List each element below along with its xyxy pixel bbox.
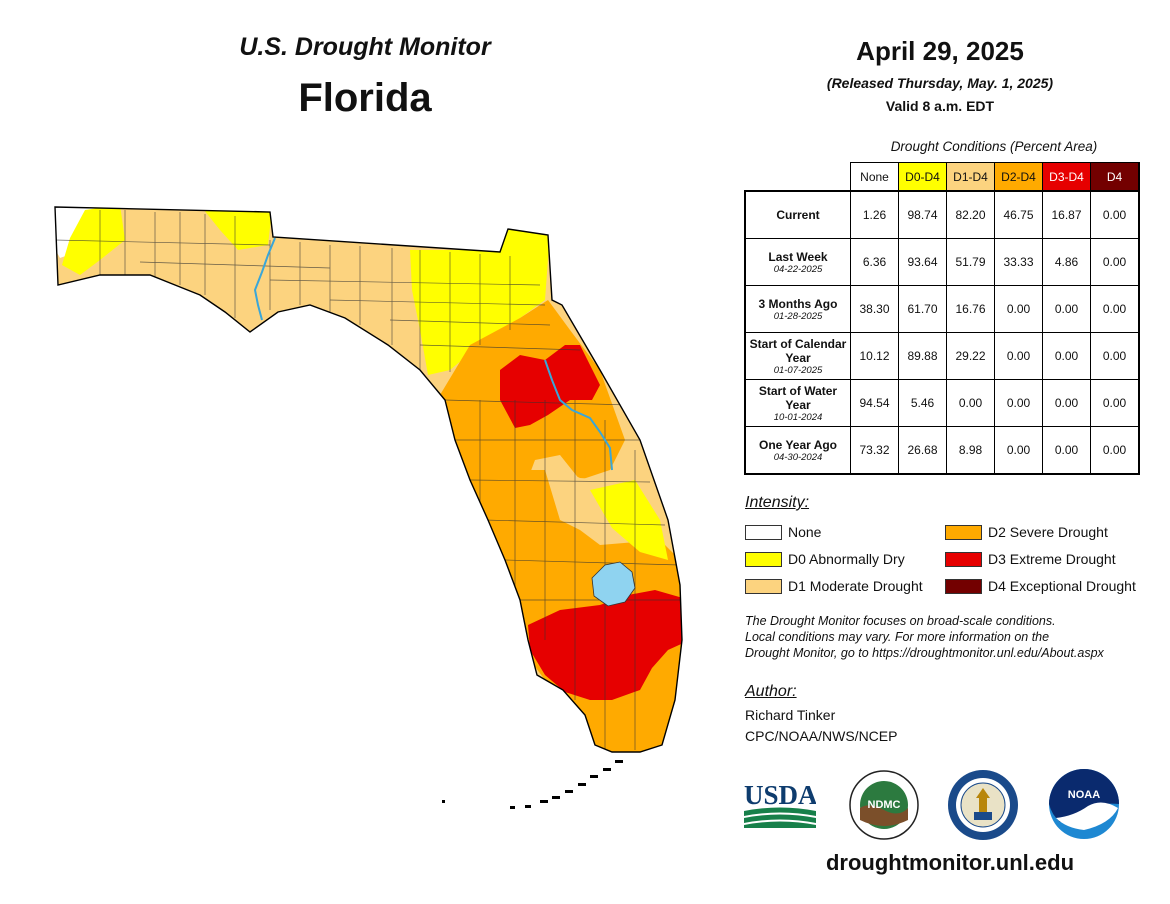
col-header-d0-d4: D0-D4	[898, 162, 947, 192]
table-cell: 4.86	[1042, 238, 1091, 286]
col-header-d1-d4: D1-D4	[946, 162, 995, 192]
drought-conditions-table: None D0-D4 D1-D4 D2-D4 D3-D4 D4 Current …	[744, 162, 1140, 475]
table-row: One Year Ago 04-30-2024 73.32 26.68 8.98 …	[744, 426, 1140, 475]
legend-swatch	[945, 551, 982, 567]
ndmc-logo: NDMC	[849, 770, 919, 840]
map-region-d1-central	[545, 462, 612, 528]
table-cell: 46.75	[994, 190, 1043, 239]
table-row: 3 Months Ago 01-28-2025 38.30 61.70 16.76…	[744, 285, 1140, 333]
table-cell: 1.26	[850, 190, 899, 239]
map-date: April 29, 2025	[856, 36, 1024, 66]
table-cell: 10.12	[850, 332, 899, 380]
table-cell: 93.64	[898, 238, 947, 286]
table-cell: 82.20	[946, 190, 995, 239]
disclaimer-note: The Drought Monitor focuses on broad-sca…	[745, 614, 1104, 660]
apalachicola-river	[253, 237, 276, 321]
table-cell: 16.76	[946, 285, 995, 333]
col-header-d3-d4: D3-D4	[1042, 162, 1091, 192]
st-johns-river	[544, 359, 613, 471]
author-org: CPC/NOAA/NWS/NCEP	[745, 728, 898, 744]
col-header-none: None	[850, 162, 899, 192]
row-label: One Year Ago 04-30-2024	[744, 426, 851, 475]
legend-item-none: None	[745, 524, 821, 540]
map-title: U.S. Drought Monitor	[239, 33, 491, 61]
noaa-logo: NOAA	[1049, 769, 1119, 839]
table-cell: 0.00	[1042, 426, 1091, 475]
table-cell: 0.00	[994, 285, 1043, 333]
table-cell: 98.74	[898, 190, 947, 239]
map-region-d0-west	[62, 207, 125, 275]
doc-seal-icon	[948, 770, 1018, 840]
table-cell: 6.36	[850, 238, 899, 286]
svg-text:NOAA: NOAA	[1068, 789, 1100, 801]
legend-swatch	[945, 524, 982, 540]
table-row: Current 1.26 98.74 82.20 46.75 16.87 0.0…	[744, 190, 1140, 239]
table-cell: 5.46	[898, 379, 947, 427]
table-cell: 61.70	[898, 285, 947, 333]
table-cell: 0.00	[946, 379, 995, 427]
table-cell: 38.30	[850, 285, 899, 333]
table-cell: 0.00	[1042, 379, 1091, 427]
table-corner	[745, 162, 851, 192]
table-cell: 0.00	[994, 379, 1043, 427]
row-label: Start of Water Year 10-01-2024	[744, 379, 851, 427]
table-cell: 0.00	[1090, 190, 1140, 239]
table-cell: 33.33	[994, 238, 1043, 286]
row-label: Last Week 04-22-2025	[744, 238, 851, 286]
florida-keys	[442, 760, 623, 809]
legend-item-d3: D3 Extreme Drought	[945, 551, 1116, 567]
state-outline	[54, 206, 683, 753]
state-title: Florida	[298, 76, 432, 120]
table-cell: 0.00	[1090, 332, 1140, 380]
svg-text:NDMC: NDMC	[868, 799, 901, 811]
author-title: Author:	[745, 683, 797, 700]
legend-swatch	[745, 578, 782, 594]
table-cell: 0.00	[1090, 238, 1140, 286]
map-region-d3-north	[500, 345, 600, 428]
row-label: Start of Calendar Year 01-07-2025	[744, 332, 851, 380]
table-cell: 0.00	[1090, 379, 1140, 427]
col-header-d4: D4	[1090, 162, 1140, 192]
map-region-d3-south	[528, 590, 682, 700]
table-cell: 8.98	[946, 426, 995, 475]
table-caption: Drought Conditions (Percent Area)	[890, 139, 1098, 154]
legend-swatch	[945, 578, 982, 594]
table-cell: 0.00	[1090, 285, 1140, 333]
table-cell: 26.68	[898, 426, 947, 475]
table-cell: 0.00	[994, 332, 1043, 380]
table-cell: 0.00	[1090, 426, 1140, 475]
table-cell: 73.32	[850, 426, 899, 475]
table-cell: 0.00	[994, 426, 1043, 475]
row-label: Current	[744, 190, 851, 239]
table-cell: 0.00	[1042, 285, 1091, 333]
map-region-d0-panhandle	[200, 207, 272, 250]
table-cell: 0.00	[1042, 332, 1091, 380]
usda-logo: USDA	[744, 780, 816, 828]
florida-drought-map	[54, 206, 683, 809]
table-cell: 51.79	[946, 238, 995, 286]
col-header-d2-d4: D2-D4	[994, 162, 1043, 192]
table-cell: 29.22	[946, 332, 995, 380]
legend-item-d2: D2 Severe Drought	[945, 524, 1108, 540]
legend-item-d0: D0 Abnormally Dry	[745, 551, 905, 567]
legend-item-d1: D1 Moderate Drought	[745, 578, 923, 594]
release-date: (Released Thursday, May. 1, 2025)	[826, 75, 1054, 91]
valid-time: Valid 8 a.m. EDT	[885, 98, 995, 114]
legend-swatch	[745, 551, 782, 567]
legend-swatch	[745, 524, 782, 540]
table-cell: 16.87	[1042, 190, 1091, 239]
row-label: 3 Months Ago 01-28-2025	[744, 285, 851, 333]
legend-title: Intensity:	[745, 494, 810, 511]
table-row: Last Week 04-22-2025 6.36 93.64 51.79 33.…	[744, 238, 1140, 286]
table-cell: 94.54	[850, 379, 899, 427]
legend-item-d4: D4 Exceptional Drought	[945, 578, 1136, 594]
website-url[interactable]: droughtmonitor.unl.edu	[825, 850, 1075, 875]
lake-okeechobee	[591, 561, 636, 607]
table-cell: 89.88	[898, 332, 947, 380]
map-region-d0-east	[590, 480, 668, 560]
table-row: Start of Calendar Year 01-07-2025 10.12 8…	[744, 332, 1140, 380]
author-name: Richard Tinker	[745, 707, 836, 723]
svg-text:USDA: USDA	[744, 780, 816, 810]
table-row: Start of Water Year 10-01-2024 94.54 5.46…	[744, 379, 1140, 427]
